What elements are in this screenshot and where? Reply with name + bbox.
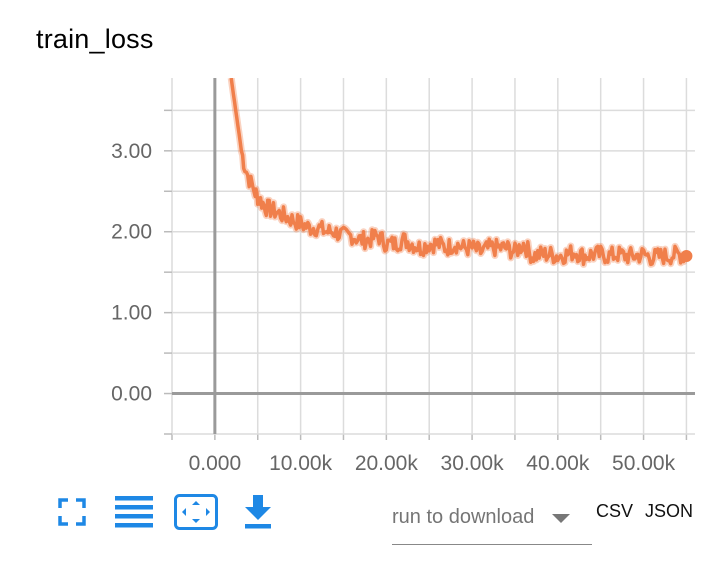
data-point — [419, 246, 423, 250]
data-point — [539, 252, 543, 256]
y-tick-label: 1.00 — [111, 302, 152, 325]
data-point — [564, 252, 568, 256]
data-point — [624, 254, 628, 258]
chart-toolbar — [48, 488, 296, 536]
fit-domain-icon — [174, 494, 218, 530]
series-line — [229, 78, 687, 267]
data-point — [590, 252, 594, 256]
data-point — [247, 177, 251, 181]
data-point — [522, 242, 526, 246]
data-point — [236, 125, 240, 129]
data-point — [229, 76, 233, 80]
y-tick-label: 3.00 — [111, 140, 152, 163]
data-point — [556, 254, 560, 258]
data-point — [427, 242, 431, 246]
data-point — [384, 242, 388, 246]
x-tick-label: 10.00k — [269, 452, 333, 475]
series-halo — [227, 78, 689, 268]
data-point — [243, 165, 247, 169]
data-point — [547, 252, 551, 256]
data-point — [607, 254, 611, 258]
data-point — [582, 254, 586, 258]
data-point — [299, 222, 303, 226]
data-point — [496, 246, 500, 250]
data-point — [350, 234, 354, 238]
x-tick-label: 0.000 — [189, 452, 242, 475]
csv-link[interactable]: CSV — [596, 501, 634, 521]
x-tick-label: 20.00k — [355, 452, 419, 475]
data-point — [233, 100, 237, 104]
json-link[interactable]: JSON — [645, 501, 694, 521]
series-layer — [227, 76, 693, 268]
axes — [172, 78, 695, 434]
data-point — [359, 238, 363, 242]
data-point — [393, 242, 397, 246]
data-point — [650, 256, 654, 260]
data-point — [290, 218, 294, 222]
chevron-down-icon — [552, 514, 570, 523]
data-point — [676, 252, 680, 256]
data-point — [252, 189, 256, 193]
data-point — [530, 254, 534, 258]
data-point — [470, 246, 474, 250]
data-point — [324, 230, 328, 234]
data-point — [504, 246, 508, 250]
data-point — [633, 254, 637, 258]
data-point — [257, 197, 261, 201]
chart-title: train_loss — [36, 24, 154, 54]
x-tick-label: 30.00k — [441, 452, 505, 475]
data-point — [444, 246, 448, 250]
data-point — [281, 214, 285, 218]
download-format-links: CSV JSON — [596, 501, 693, 522]
data-point — [599, 252, 603, 256]
data-point — [573, 250, 577, 254]
data-point — [307, 226, 311, 230]
data-point — [316, 226, 320, 230]
data-point — [239, 149, 243, 153]
data-point — [333, 230, 337, 234]
data-point — [401, 238, 405, 242]
toggle-y-log-button[interactable] — [110, 490, 158, 534]
data-point — [642, 252, 646, 256]
loss-line-chart[interactable]: 0.000 10.00k 20.00k 30.00k 40.00k 50.00k 0.00 1… — [0, 0, 728, 480]
data-point — [264, 205, 268, 209]
run-select-placeholder: run to download — [392, 506, 535, 528]
data-point — [659, 254, 663, 258]
data-point — [376, 234, 380, 238]
data-point — [410, 242, 414, 246]
data-point — [462, 246, 466, 250]
run-to-download-select[interactable]: run to download — [392, 500, 592, 545]
data-point — [513, 250, 517, 254]
fit-domain-button[interactable] — [172, 490, 220, 534]
y-tick-label: 0.00 — [111, 383, 152, 406]
download-icon — [245, 495, 271, 529]
data-point — [487, 246, 491, 250]
data-point — [436, 242, 440, 246]
x-tick-label: 50.00k — [612, 452, 676, 475]
data-point — [273, 210, 277, 214]
data-point — [367, 238, 371, 242]
x-tick-label: 40.00k — [526, 452, 590, 475]
data-point — [453, 242, 457, 246]
fullscreen-icon — [58, 498, 86, 526]
y-tick-label: 2.00 — [111, 221, 152, 244]
series-end-marker — [680, 250, 693, 262]
data-point — [616, 252, 620, 256]
tick-labels: 0.000 10.00k 20.00k 30.00k 40.00k 50.00k 0.00 1… — [111, 140, 675, 475]
data-point — [667, 254, 671, 258]
data-point — [479, 250, 483, 254]
data-point — [341, 234, 345, 238]
fullscreen-button[interactable] — [48, 490, 96, 534]
list-icon — [115, 496, 153, 528]
download-button[interactable] — [234, 490, 282, 534]
